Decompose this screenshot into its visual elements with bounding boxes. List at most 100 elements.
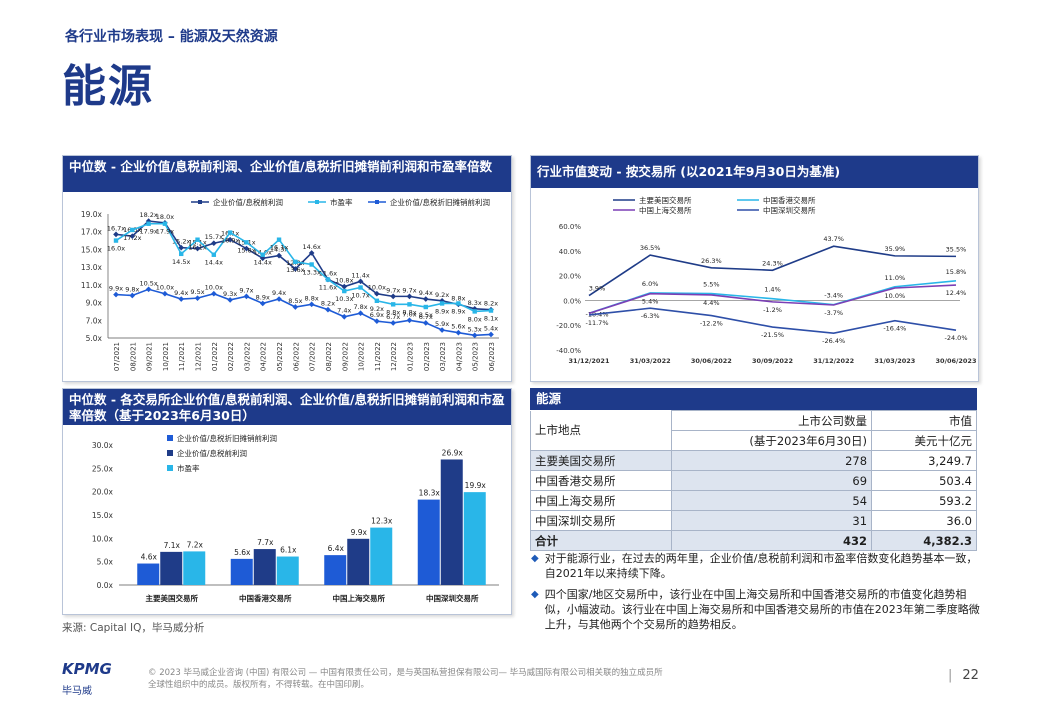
bar bbox=[137, 563, 160, 585]
data-label: 9.7x bbox=[386, 286, 400, 294]
y-tick-label: 13.0x bbox=[81, 263, 103, 272]
data-point bbox=[211, 252, 217, 257]
table-row: 主要美国交易所 278 3,249.7 bbox=[529, 450, 977, 471]
data-label: 19.9x bbox=[465, 481, 487, 490]
data-label: 5.6x bbox=[451, 323, 465, 331]
x-tick-label: 05/2023 bbox=[472, 342, 480, 371]
bar bbox=[230, 558, 253, 585]
x-tick-label: 30/06/2022 bbox=[691, 357, 732, 365]
bullet-item: ◆ 四个国家/地区交易所中，该行业在中国上海交易所和中国香港交易所的市值变化趋势… bbox=[531, 587, 983, 632]
row-cap: 593.2 bbox=[871, 490, 977, 511]
data-point bbox=[259, 300, 266, 307]
data-label: 16.7x bbox=[107, 224, 125, 232]
bullet-text: 四个国家/地区交易所中，该行业在中国上海交易所和中国香港交易所的市值变化趋势相似… bbox=[544, 588, 980, 631]
total-cap: 4,382.3 bbox=[871, 530, 977, 551]
diamond-bullet-icon: ◆ bbox=[531, 553, 539, 564]
data-label: 7.0x bbox=[402, 310, 416, 318]
row-name: 中国香港交易所 bbox=[529, 470, 673, 491]
data-point bbox=[130, 227, 135, 233]
bar bbox=[370, 527, 393, 585]
data-label: 7.4x bbox=[337, 307, 351, 315]
energy-table: 上市地点 上市公司数量 市值 (基于2023年6月30日) 美元十亿元 主要美国… bbox=[529, 410, 977, 551]
data-label: 8.2x bbox=[321, 300, 335, 308]
data-label: 9.7x bbox=[402, 286, 416, 294]
y-tick-label: 10.0x bbox=[92, 534, 114, 543]
x-tick-label: 11/2022 bbox=[374, 342, 382, 371]
panel-multiples-trend: 中位数 - 企业价值/息税前利润、企业价值/息税折旧摊销前利润和市盈率倍数 企业… bbox=[62, 155, 512, 382]
row-name: 主要美国交易所 bbox=[529, 450, 673, 471]
data-label: 7.1x bbox=[164, 541, 181, 550]
commentary: ◆ 对于能源行业，在过去的两年里，企业价值/息税前利润和市盈率倍数变化趋势基本一… bbox=[531, 551, 983, 638]
data-label: 35.5% bbox=[946, 245, 967, 253]
data-point bbox=[276, 252, 282, 259]
x-tick-label: 12/2022 bbox=[390, 342, 398, 371]
data-label: 10.5x bbox=[139, 279, 157, 287]
data-label: 14.3x bbox=[270, 246, 288, 254]
data-label: 26.3% bbox=[701, 257, 722, 265]
data-point bbox=[455, 329, 462, 336]
legend-label: 企业价值/息税折旧摊销前利润 bbox=[177, 433, 277, 443]
bar bbox=[160, 551, 183, 585]
y-tick-label: 40.0% bbox=[559, 248, 582, 256]
col-count-subheader: (基于2023年6月30日) bbox=[671, 430, 873, 451]
data-label: 8.9x bbox=[451, 307, 465, 315]
data-point bbox=[227, 230, 233, 235]
x-tick-label: 中国深圳交易所 bbox=[426, 593, 479, 603]
data-label: -21.5% bbox=[761, 331, 784, 339]
data-label: 9.4x bbox=[174, 289, 188, 297]
data-label: 11.6x bbox=[319, 284, 337, 292]
x-tick-label: 30/09/2022 bbox=[752, 357, 793, 365]
section-subtitle: 各行业市场表现 – 能源及天然资源 bbox=[65, 29, 278, 45]
data-label: 9.9x bbox=[109, 285, 123, 293]
bar bbox=[440, 459, 463, 585]
data-label: 7.7x bbox=[257, 538, 274, 547]
data-label: -26.4% bbox=[822, 337, 845, 345]
data-label: 10.0% bbox=[885, 292, 906, 300]
legend-label: 中国香港交易所 bbox=[763, 195, 816, 205]
x-tick-label: 01/2023 bbox=[406, 342, 414, 371]
row-name: 中国深圳交易所 bbox=[529, 510, 673, 531]
x-tick-label: 08/2022 bbox=[325, 342, 333, 371]
data-point bbox=[342, 288, 347, 294]
data-label: 12.3x bbox=[371, 517, 393, 526]
data-label: 8.8x bbox=[305, 294, 319, 302]
y-tick-label: 19.0x bbox=[81, 210, 103, 219]
y-tick-label: 11.0x bbox=[81, 281, 103, 290]
bar bbox=[183, 551, 206, 585]
legend-label: 企业价值/息税前利润 bbox=[213, 197, 283, 207]
data-label: 16.1x bbox=[188, 244, 206, 252]
data-label: 14.4x bbox=[254, 259, 272, 267]
legend-marker bbox=[198, 200, 202, 204]
data-label: -3.7% bbox=[824, 309, 843, 317]
data-label: 10.3x bbox=[335, 295, 353, 303]
data-point bbox=[308, 250, 315, 256]
col-cap-subheader: 美元十亿元 bbox=[871, 430, 977, 451]
x-tick-label: 10/2022 bbox=[358, 342, 366, 371]
data-label: 1.4% bbox=[764, 286, 781, 294]
data-label: 3.9% bbox=[589, 285, 606, 293]
row-cap: 3,249.7 bbox=[871, 450, 977, 471]
data-point bbox=[243, 293, 250, 300]
table-row: 中国香港交易所 69 503.4 bbox=[529, 470, 977, 491]
legend-marker bbox=[315, 200, 319, 204]
data-label: 14.5x bbox=[172, 258, 190, 266]
panel-title: 能源 bbox=[530, 388, 977, 410]
data-label: 43.7% bbox=[823, 235, 844, 243]
data-point bbox=[113, 291, 119, 298]
data-point bbox=[179, 251, 184, 257]
data-point bbox=[357, 310, 364, 317]
data-point bbox=[325, 277, 331, 282]
multiples-trend-chart: 企业价值/息税前利润 市盈率 企业价值/息税折旧摊销前利润 5.0x 7.0x 9.0x 1… bbox=[81, 197, 499, 371]
data-point bbox=[488, 308, 494, 313]
data-label: 6.7x bbox=[419, 313, 433, 321]
data-label: 9.5x bbox=[190, 288, 204, 296]
row-count: 69 bbox=[671, 470, 873, 491]
col-location-header: 上市地点 bbox=[529, 410, 673, 451]
series-line bbox=[588, 284, 957, 315]
data-point bbox=[308, 301, 315, 308]
x-tick-label: 03/2022 bbox=[243, 342, 251, 371]
data-point bbox=[325, 306, 331, 313]
data-label: 8.1x bbox=[484, 315, 498, 323]
bar bbox=[324, 555, 347, 585]
data-point bbox=[276, 237, 282, 242]
